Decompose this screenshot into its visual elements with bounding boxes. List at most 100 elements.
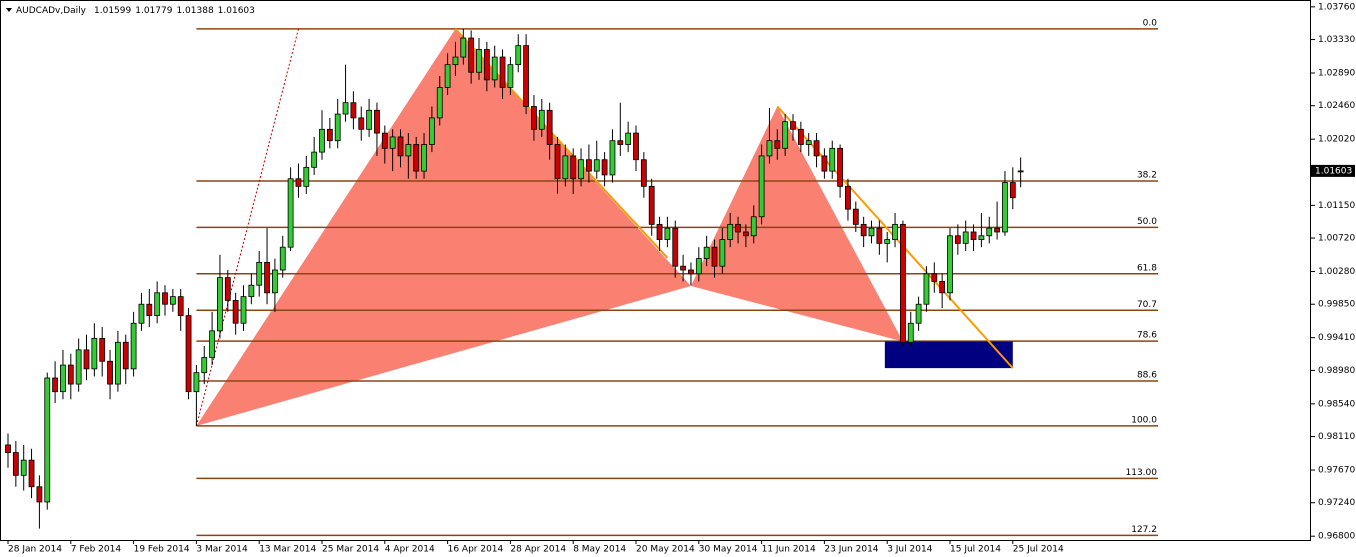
candle-body bbox=[397, 136, 404, 157]
candle-body bbox=[366, 109, 373, 130]
candle-body bbox=[947, 235, 953, 294]
candle-body bbox=[264, 261, 270, 294]
x-tick-label: 11 Jun 2014 bbox=[762, 545, 816, 555]
candle-body bbox=[476, 49, 482, 73]
fib-label: 88.6 bbox=[1137, 371, 1157, 381]
candle-body bbox=[593, 159, 600, 172]
candle-body bbox=[758, 155, 765, 218]
candle-body bbox=[892, 223, 898, 240]
candle-body bbox=[154, 292, 161, 317]
candle-body bbox=[813, 140, 820, 157]
candle-body bbox=[162, 292, 168, 305]
candle-body bbox=[609, 140, 616, 176]
candle-body bbox=[750, 216, 757, 237]
y-tick-label: 1.02460 bbox=[1318, 101, 1355, 111]
candle-body bbox=[727, 223, 734, 240]
candle-body bbox=[829, 147, 836, 172]
y-tick-label: 0.96800 bbox=[1318, 532, 1355, 542]
harmonic-triangle bbox=[690, 106, 903, 342]
candle-body bbox=[99, 338, 106, 362]
candle-body bbox=[52, 377, 58, 393]
x-tick-label: 28 Apr 2014 bbox=[510, 545, 566, 555]
fib-label: 113.00 bbox=[1126, 468, 1158, 478]
candle-body bbox=[201, 357, 208, 374]
candle-body bbox=[185, 315, 192, 393]
candle-body bbox=[931, 273, 938, 282]
candle-body bbox=[240, 296, 247, 324]
candle-body bbox=[436, 87, 443, 119]
candle-body bbox=[91, 338, 98, 370]
candle-body bbox=[656, 223, 663, 240]
fib-label: 100.0 bbox=[1131, 415, 1157, 425]
y-tick-label: 1.00280 bbox=[1318, 267, 1355, 277]
candle-body bbox=[562, 155, 569, 180]
y-tick-label: 0.97240 bbox=[1318, 498, 1355, 508]
candle-body bbox=[688, 269, 694, 275]
candle-body bbox=[28, 459, 35, 488]
candle-body bbox=[978, 235, 985, 240]
candle-body bbox=[954, 235, 961, 244]
candle-body bbox=[217, 277, 223, 332]
candle-body bbox=[907, 322, 914, 343]
candle-body bbox=[1017, 170, 1024, 173]
candle-body bbox=[169, 296, 176, 305]
y-tick-label: 0.97670 bbox=[1318, 466, 1355, 476]
candle-body bbox=[735, 223, 741, 233]
candle-body bbox=[782, 121, 789, 149]
x-tick-label: 4 Apr 2014 bbox=[385, 545, 435, 555]
plot-border bbox=[0, 0, 1311, 541]
high-value: 1.01779 bbox=[135, 6, 172, 16]
candle-body bbox=[67, 364, 74, 385]
candle-body bbox=[680, 265, 686, 271]
candle-body bbox=[350, 102, 357, 119]
candle-body bbox=[711, 246, 718, 267]
candle-body bbox=[468, 37, 475, 73]
candle-body bbox=[36, 486, 43, 503]
candle-body bbox=[633, 132, 639, 161]
fib-label: 0.0 bbox=[1143, 18, 1158, 28]
candle-body bbox=[860, 223, 867, 237]
y-tick-label: 1.02890 bbox=[1318, 69, 1355, 79]
symbol-title: AUDCADv,Daily bbox=[16, 6, 87, 16]
candle-body bbox=[994, 227, 1000, 233]
candle-body bbox=[797, 128, 804, 145]
candle-body bbox=[303, 166, 310, 187]
candle-body bbox=[256, 261, 263, 286]
candle-body bbox=[515, 45, 522, 66]
candle-body bbox=[20, 459, 27, 476]
candle-body bbox=[499, 56, 506, 88]
candle-body bbox=[130, 322, 137, 370]
candle-body bbox=[209, 330, 216, 358]
price-label-box bbox=[1311, 164, 1355, 177]
candle-body bbox=[279, 246, 286, 271]
candle-body bbox=[177, 296, 184, 317]
candle-body bbox=[766, 140, 773, 157]
candle-body bbox=[617, 140, 624, 145]
candle-body bbox=[358, 117, 365, 130]
menu-arrow[interactable] bbox=[6, 8, 12, 12]
candle-body bbox=[107, 360, 113, 385]
open-value: 1.01599 bbox=[94, 6, 131, 16]
candle-body bbox=[1002, 182, 1008, 233]
x-tick-label: 25 Jul 2014 bbox=[1013, 545, 1064, 555]
candle-body bbox=[287, 178, 294, 248]
x-tick-label: 8 May 2014 bbox=[573, 545, 626, 555]
candle-body bbox=[546, 109, 553, 145]
x-tick-label: 19 Feb 2014 bbox=[134, 545, 190, 555]
candle-body bbox=[672, 227, 679, 267]
candle-body bbox=[743, 231, 749, 237]
candle-body bbox=[703, 246, 710, 259]
candle-body bbox=[75, 349, 82, 385]
candle-body bbox=[970, 231, 977, 240]
candle-body bbox=[962, 231, 969, 244]
candle-body bbox=[60, 364, 66, 393]
fib-label: 127.2 bbox=[1131, 525, 1157, 535]
y-tick-label: 1.01150 bbox=[1318, 201, 1355, 211]
candle-body bbox=[648, 185, 655, 225]
x-tick-label: 3 Jul 2014 bbox=[887, 545, 932, 555]
y-tick-label: 0.98540 bbox=[1318, 399, 1355, 409]
candle-body bbox=[326, 128, 333, 142]
candle-body bbox=[138, 303, 145, 324]
